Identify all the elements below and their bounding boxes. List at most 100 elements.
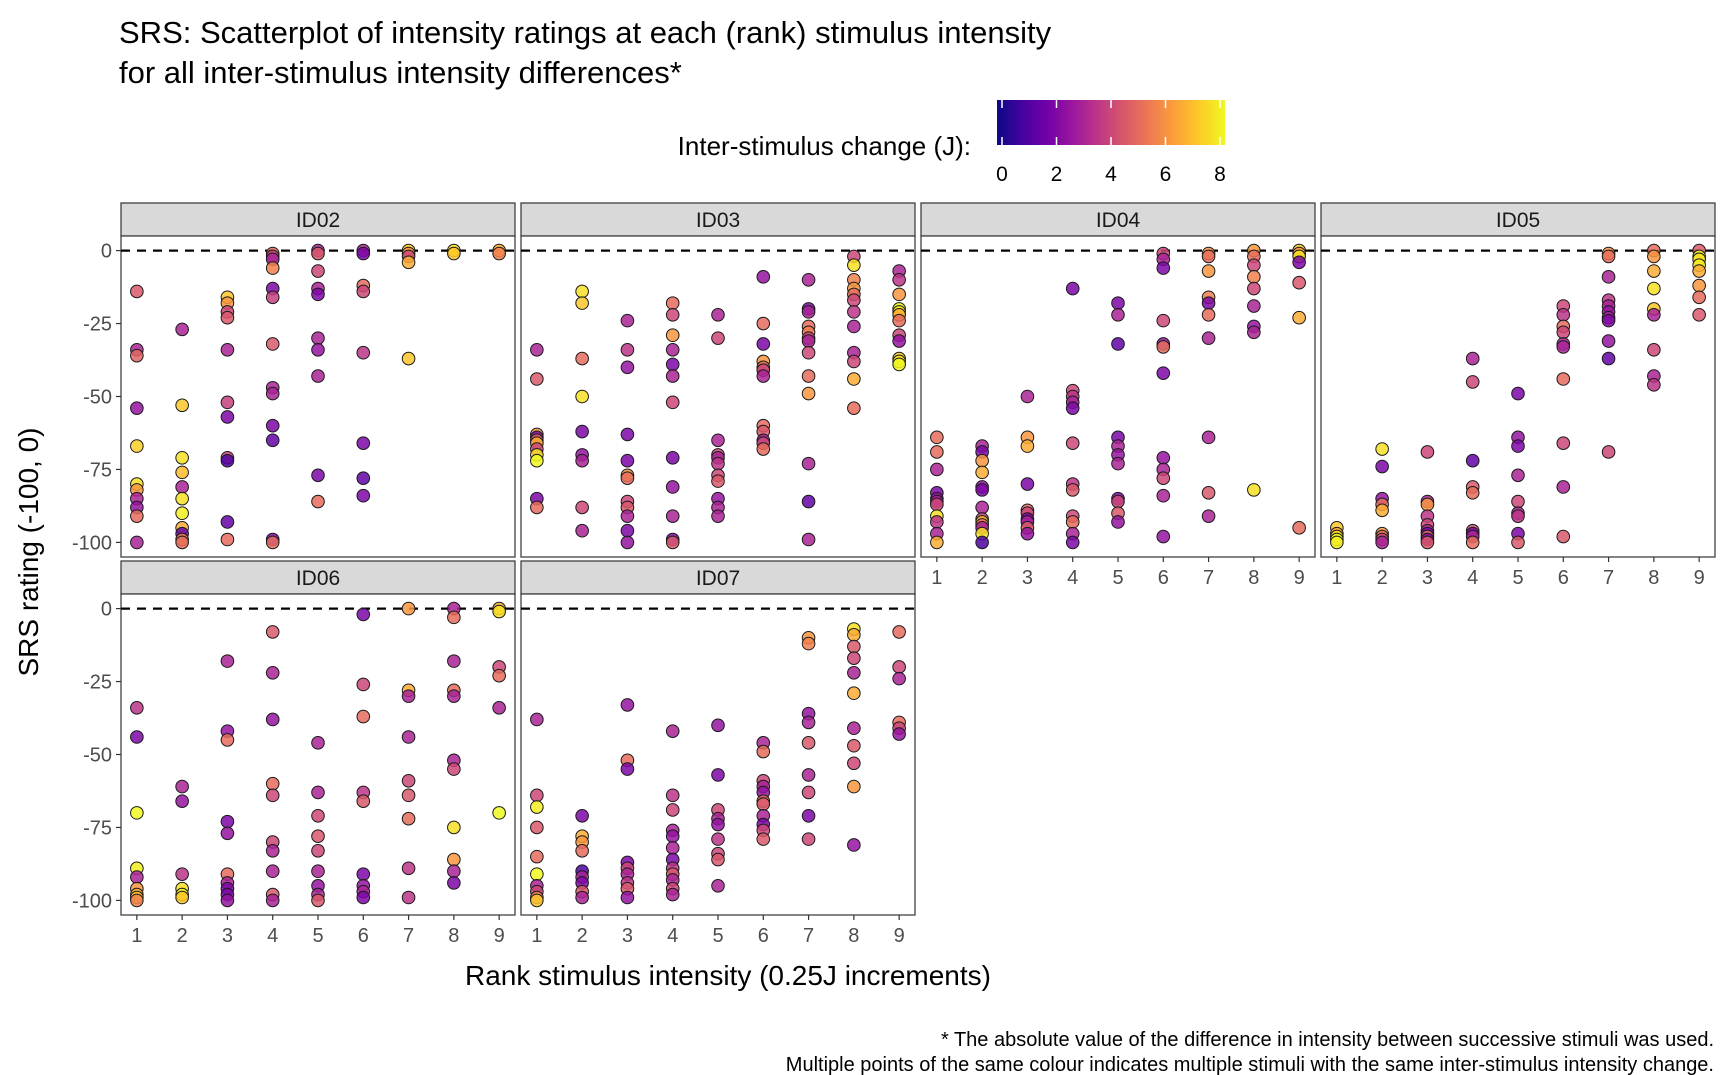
data-point [220, 826, 235, 841]
data-point [930, 515, 944, 529]
data-point [847, 401, 861, 415]
data-point [1556, 529, 1571, 544]
data-point [1692, 264, 1706, 278]
data-point [530, 372, 544, 386]
data-point [220, 515, 235, 529]
data-point [847, 721, 861, 736]
x-tick-label: 2 [977, 567, 988, 589]
data-point [1111, 296, 1125, 310]
data-point [847, 686, 861, 701]
x-axis-label: Rank stimulus intensity (0.25J increment… [465, 960, 991, 991]
data-point [1556, 340, 1571, 354]
data-point [1065, 535, 1080, 550]
data-point [1692, 290, 1706, 305]
data-point [311, 864, 325, 879]
x-tick-label: 2 [577, 925, 588, 947]
x-tick-label: 6 [1558, 567, 1569, 589]
data-point [847, 305, 861, 319]
data-point [311, 331, 325, 345]
data-point [801, 369, 816, 383]
x-tick-label: 8 [448, 925, 459, 947]
data-point [711, 331, 725, 345]
data-point [1375, 459, 1389, 474]
data-point [847, 372, 861, 386]
data-point [801, 808, 816, 823]
data-point [801, 345, 816, 360]
data-point [847, 319, 861, 334]
legend-tick-label: 8 [1214, 163, 1226, 186]
y-tick-label: 0 [101, 241, 112, 263]
data-point [1465, 535, 1480, 550]
data-point [575, 389, 589, 404]
data-point [1020, 389, 1035, 404]
data-point [665, 296, 680, 310]
data-point [311, 736, 325, 750]
x-tick-label: 7 [803, 925, 814, 947]
data-point [1111, 337, 1125, 351]
data-point [1511, 386, 1525, 401]
data-point [801, 386, 816, 401]
y-axis-label: SRS rating (-100, 0) [13, 428, 44, 677]
data-point [356, 488, 371, 503]
data-point [1247, 325, 1261, 340]
x-tick-label: 9 [1694, 567, 1705, 589]
data-point [756, 797, 771, 811]
data-point [1292, 310, 1306, 325]
data-point [130, 806, 144, 820]
data-point [356, 246, 371, 261]
data-point [930, 430, 944, 445]
data-point [175, 506, 189, 521]
data-point [175, 867, 189, 881]
data-point [220, 893, 235, 908]
data-point [220, 654, 235, 668]
data-point [265, 433, 280, 448]
data-point [1020, 439, 1035, 453]
data-point [930, 445, 944, 459]
data-point [801, 636, 816, 651]
x-tick-label: 3 [1422, 567, 1433, 589]
chart-title-line-2: for all inter-stimulus intensity differe… [119, 55, 682, 90]
data-point [847, 354, 861, 369]
data-point [1292, 275, 1306, 290]
data-point [847, 628, 861, 642]
data-point [1156, 450, 1171, 465]
data-point [665, 535, 680, 550]
data-point [356, 436, 371, 450]
data-point [356, 709, 371, 724]
data-point [575, 808, 589, 823]
data-point [1247, 270, 1261, 284]
data-point [220, 532, 235, 547]
data-point [975, 535, 989, 550]
data-point [356, 677, 371, 692]
data-point [1065, 515, 1080, 529]
data-point [265, 535, 280, 550]
data-point [311, 829, 325, 844]
x-tick-label: 1 [931, 567, 942, 589]
legend-tick-label: 2 [1051, 163, 1063, 186]
data-point [1511, 468, 1525, 483]
data-point [220, 410, 235, 424]
panel-id03: ID03 [520, 202, 916, 558]
x-tick-label: 5 [712, 925, 723, 947]
data-point [447, 246, 461, 261]
data-point [801, 785, 816, 800]
data-point [1375, 442, 1389, 456]
data-point [447, 852, 461, 867]
data-point [1156, 471, 1171, 486]
caption-line-2: Multiple points of the same colour indic… [786, 1054, 1714, 1075]
data-point [311, 246, 325, 261]
data-point [1156, 366, 1171, 380]
data-point [665, 328, 680, 343]
data-point [220, 814, 235, 829]
data-point [356, 867, 371, 881]
data-point [801, 832, 816, 846]
data-point [575, 453, 589, 468]
data-point [175, 450, 189, 465]
data-point [1201, 509, 1216, 523]
data-point [356, 471, 371, 486]
data-point [265, 776, 280, 791]
data-point [1292, 255, 1306, 270]
data-point [756, 442, 771, 456]
data-point [1511, 494, 1525, 509]
facet-strip [120, 202, 516, 237]
